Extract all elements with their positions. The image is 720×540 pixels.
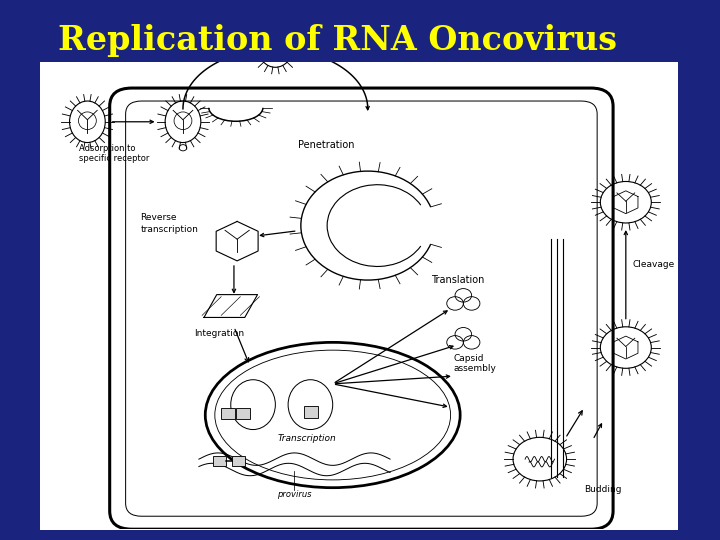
Bar	[232, 456, 245, 466]
Text: Replication of RNA Oncovirus: Replication of RNA Oncovirus	[58, 24, 616, 57]
Text: Budding: Budding	[585, 485, 622, 494]
Bar	[213, 456, 225, 466]
Text: Penetration: Penetration	[297, 140, 354, 150]
Text: Integration: Integration	[194, 329, 244, 338]
Text: Transcription: Transcription	[278, 434, 336, 443]
Text: Reverse: Reverse	[140, 213, 177, 222]
Text: specific receptor: specific receptor	[79, 154, 150, 163]
Text: Adsorption to: Adsorption to	[79, 144, 135, 153]
Text: assembly: assembly	[454, 364, 497, 373]
Circle shape	[179, 145, 186, 151]
Text: Translation: Translation	[431, 275, 485, 285]
Text: Capsid: Capsid	[454, 354, 485, 362]
Bar	[304, 406, 318, 417]
Bar	[236, 408, 250, 419]
Ellipse shape	[205, 342, 460, 488]
FancyBboxPatch shape	[109, 88, 613, 529]
Text: provirus: provirus	[277, 490, 312, 499]
Text: transcription: transcription	[140, 225, 198, 234]
Bar	[221, 408, 235, 419]
Text: Cleavage: Cleavage	[632, 260, 675, 269]
